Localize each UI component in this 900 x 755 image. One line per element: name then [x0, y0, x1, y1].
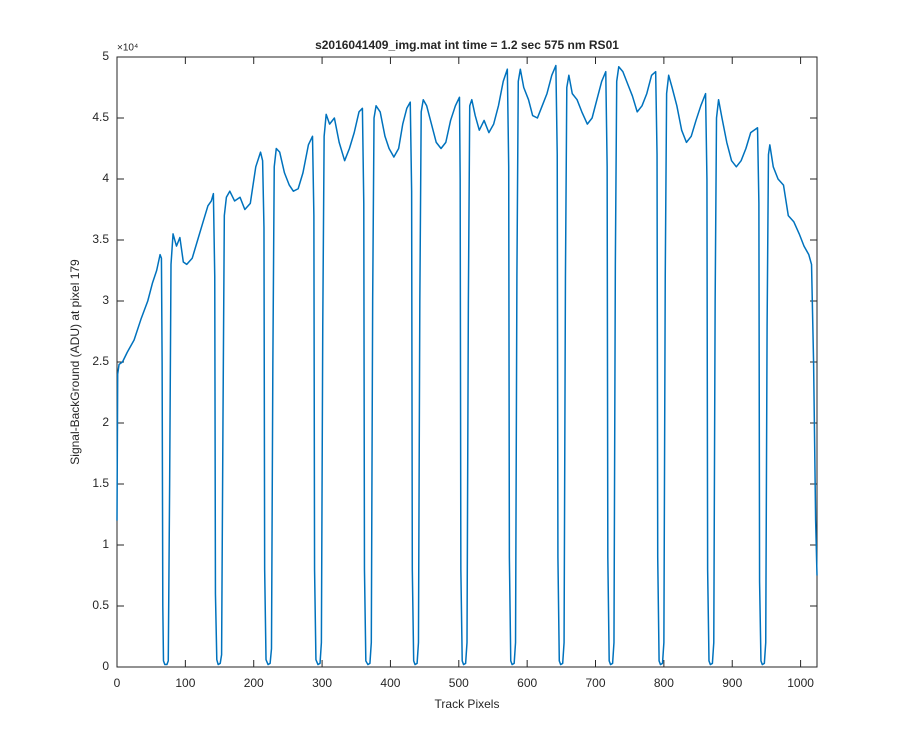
x-tick-label: 1000 [787, 676, 814, 690]
y-axis-label: Signal-BackGround (ADU) at pixel 179 [68, 259, 82, 465]
x-tick-label: 300 [312, 676, 332, 690]
y-tick-label: 0.5 [92, 598, 109, 612]
y-tick-label: 4.5 [92, 110, 109, 124]
y-tick-label: 3 [102, 293, 109, 307]
y-tick-label: 2.5 [92, 354, 109, 368]
x-tick-label: 900 [722, 676, 742, 690]
x-tick-label: 600 [517, 676, 537, 690]
y-tick-label: 5 [102, 49, 109, 63]
x-axis-label: Track Pixels [435, 697, 500, 711]
y-tick-label: 1.5 [92, 476, 109, 490]
y-exponent-label: ×10⁴ [117, 43, 138, 54]
data-line [116, 64, 818, 666]
x-tick-label: 0 [114, 676, 121, 690]
x-tick-label: 100 [175, 676, 195, 690]
x-tick-label: 500 [449, 676, 469, 690]
y-tick-label: 4 [102, 171, 109, 185]
y-tick-label: 2 [102, 415, 109, 429]
chart-title: s2016041409_img.mat int time = 1.2 sec 5… [315, 38, 619, 52]
x-tick-label: 200 [244, 676, 264, 690]
x-tick-label: 800 [654, 676, 674, 690]
y-tick-label: 0 [102, 659, 109, 673]
x-tick-label: 700 [586, 676, 606, 690]
x-tick-label: 400 [380, 676, 400, 690]
y-tick-label: 3.5 [92, 232, 109, 246]
y-tick-label: 1 [102, 537, 109, 551]
